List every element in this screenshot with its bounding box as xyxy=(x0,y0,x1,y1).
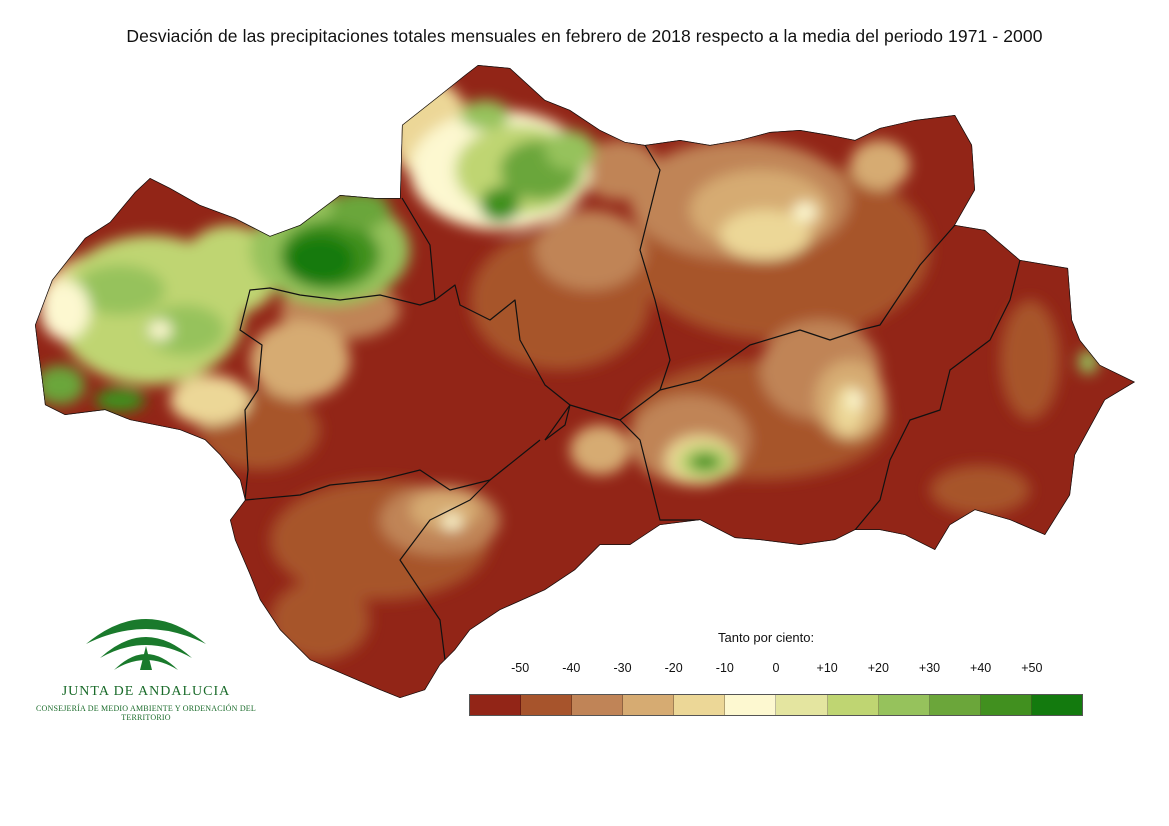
junta-logo: JUNTA DE ANDALUCIA CONSEJERÍA DE MEDIO A… xyxy=(20,608,280,722)
zone-medium-brown xyxy=(930,465,1030,515)
legend-tick-label: -50 xyxy=(511,661,530,675)
legend-swatch xyxy=(980,695,1032,715)
legend-swatch xyxy=(674,695,726,715)
zone-tan xyxy=(250,320,350,400)
legend-tick-label: +20 xyxy=(867,661,889,675)
legend-tick-label: +50 xyxy=(1021,661,1043,675)
zone-green xyxy=(545,130,595,170)
zone-light-green xyxy=(1078,350,1098,374)
legend-tick-label: +30 xyxy=(918,661,941,675)
zone-light-brown xyxy=(580,140,660,200)
legend-color-bar xyxy=(469,694,1083,716)
logo-name: JUNTA DE ANDALUCIA xyxy=(61,684,231,699)
zone-tan xyxy=(850,140,910,190)
zone-green xyxy=(95,388,145,412)
legend-swatch xyxy=(725,695,777,715)
border-cordoba-granada xyxy=(544,329,861,441)
zone-dark-green xyxy=(480,187,520,223)
zone-dark-green xyxy=(689,453,721,471)
zone-pale-yellow xyxy=(847,390,863,410)
legend-tick-label: -30 xyxy=(613,661,632,675)
deviation-color-field xyxy=(35,80,1098,660)
zone-pale-yellow xyxy=(148,320,172,340)
legend-title: Tanto por ciento: xyxy=(718,630,815,645)
legend-swatch xyxy=(470,695,522,715)
border-sevilla-cadiz xyxy=(244,439,541,501)
legend-swatch xyxy=(623,695,675,715)
zone-pale-yellow xyxy=(170,375,250,425)
legend-tick-label: -40 xyxy=(562,661,581,675)
logo-subtitle: CONSEJERÍA DE MEDIO AMBIENTE Y ORDENACIÓ… xyxy=(36,704,256,722)
zone-light-green xyxy=(460,100,510,130)
border-cadiz-malaga xyxy=(399,479,491,661)
zone-green xyxy=(75,265,165,315)
legend-tick-label: -10 xyxy=(715,661,734,675)
zone-pale-yellow xyxy=(720,210,810,260)
province-borders xyxy=(239,144,1021,661)
junta-emblem-icon xyxy=(20,619,272,680)
zone-medium-brown xyxy=(270,580,370,660)
map-title: Desviación de las precipitaciones totale… xyxy=(126,26,1043,46)
zone-pale-yellow xyxy=(793,202,817,222)
legend-swatch xyxy=(827,695,879,715)
legend-swatch xyxy=(521,695,573,715)
legend-tick-label: 0 xyxy=(772,661,780,675)
border-sevilla-cordoba xyxy=(434,284,571,441)
legend-tick-label: +40 xyxy=(970,661,992,675)
legend-tick-label: -20 xyxy=(664,661,683,675)
legend-swatch xyxy=(1031,695,1082,715)
zone-green xyxy=(145,305,225,355)
border-huelva-sevilla xyxy=(239,197,436,501)
zone-medium-brown xyxy=(1000,300,1060,420)
border-malaga-granada xyxy=(619,419,700,521)
zone-pale-yellow xyxy=(442,514,462,530)
legend-swatch xyxy=(929,695,981,715)
zone-light-brown xyxy=(535,210,645,290)
zone-green xyxy=(330,190,390,230)
zone-tan xyxy=(570,425,630,475)
border-granada-almeria xyxy=(854,259,1021,531)
border-cordoba-jaen xyxy=(639,144,671,391)
legend-swatch xyxy=(572,695,624,715)
zone-green xyxy=(35,365,85,405)
legend-swatch xyxy=(776,695,828,715)
zone-dark-green xyxy=(285,235,355,285)
zone-pale-yellow xyxy=(40,280,90,340)
region-outline xyxy=(35,65,1135,698)
zone-tan xyxy=(410,490,480,530)
legend-tick-label: +10 xyxy=(816,661,838,675)
legend-swatch xyxy=(878,695,930,715)
border-jaen-granada xyxy=(859,224,956,331)
